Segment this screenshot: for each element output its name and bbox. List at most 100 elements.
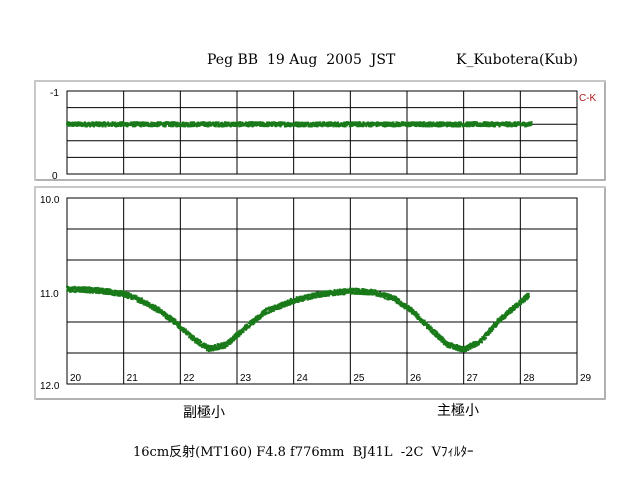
light-curve-data-point (526, 292, 529, 296)
light-curve-data-point (151, 307, 154, 310)
light-curve-data-point (158, 307, 161, 310)
light-curve-data-point (301, 299, 305, 302)
comparison-data-point (371, 121, 374, 124)
comparison-data-point (253, 122, 256, 125)
y-tick-label: 11.0 (40, 289, 59, 300)
light-curve-data-point (476, 341, 479, 344)
light-curve-data-point (261, 310, 264, 313)
comparison-data-point (473, 124, 476, 127)
comparison-data-point (439, 121, 442, 124)
comparison-data-point (236, 124, 239, 127)
comparison-data-point (335, 124, 339, 127)
comparison-data-point (95, 121, 98, 124)
light-curve-data-point (262, 311, 266, 314)
comparison-data-point (154, 124, 158, 127)
comparison-data-point (443, 124, 446, 127)
light-curve-data-point (67, 288, 70, 292)
light-curve-data-point (103, 288, 106, 291)
light-curve-data-point (417, 313, 420, 316)
comparison-data-point (509, 122, 512, 125)
y-tick-label: 12.0 (40, 381, 60, 392)
light-curve-data-point (336, 288, 339, 292)
comparison-data-point (239, 122, 242, 125)
comparison-data-point (437, 123, 440, 126)
comparison-data-point (448, 124, 451, 127)
comparison-data-point (316, 125, 319, 128)
light-curve-data-point (361, 290, 364, 293)
comparison-data-point (110, 124, 114, 127)
comparison-data-point (444, 122, 447, 125)
light-curve-data-point (464, 349, 468, 352)
comparison-data-point (277, 124, 280, 127)
light-curve-data-point (327, 294, 330, 297)
comparison-data-point (147, 122, 150, 125)
comparison-data-point (268, 122, 271, 125)
comparison-data-point (307, 123, 311, 126)
comparison-data-point (449, 122, 453, 125)
comparison-data-point (445, 125, 449, 128)
comparison-data-point (417, 122, 420, 125)
light-curve-data-point (87, 287, 90, 290)
comparison-data-point (258, 124, 262, 127)
light-curve-data-point (321, 294, 325, 297)
light-curve-data-point (286, 299, 289, 302)
light-curve-data-point (170, 318, 173, 321)
light-curve-data-point (255, 315, 258, 318)
comparison-data-point (306, 121, 310, 124)
light-curve-data-point (207, 349, 211, 353)
light-curve-data-point (423, 319, 426, 322)
comparison-data-point (227, 121, 230, 124)
x-tick-label: 24 (297, 373, 309, 384)
light-curve-data-point (107, 292, 110, 295)
comparison-data-point (530, 121, 533, 124)
light-curve-data-point (224, 346, 227, 349)
light-curve-data-point (383, 297, 386, 300)
light-curve-data-point (509, 311, 512, 315)
light-curve-data-point (405, 304, 408, 307)
light-curve-data-point (234, 337, 237, 340)
comparison-data-point (229, 125, 232, 128)
light-curve-data-point (288, 301, 291, 304)
comparison-data-point (81, 124, 84, 128)
light-curve-data-point (443, 342, 446, 345)
light-curve-data-point (184, 328, 187, 331)
comparison-data-point (83, 121, 86, 124)
light-curve-data-point (261, 315, 264, 318)
comparison-data-point (220, 123, 223, 126)
light-curve-data-point (293, 301, 296, 304)
light-curve-data-point (157, 311, 160, 314)
comparison-series-points (66, 121, 533, 128)
light-curve-data-point (421, 319, 424, 322)
comparison-data-point (142, 121, 145, 124)
light-curve-data-point (499, 316, 503, 320)
comparison-data-point (316, 121, 320, 124)
comparison-data-point (352, 121, 355, 124)
light-curve-data-point (447, 342, 450, 345)
comparison-data-point (530, 123, 533, 126)
comparison-data-point (432, 121, 435, 124)
comparison-data-point (144, 123, 147, 127)
light-curve-data-point (91, 291, 94, 294)
light-curve-data-point (252, 320, 255, 323)
comparison-data-point (159, 121, 162, 124)
comparison-data-point (482, 122, 485, 125)
comparison-data-point (125, 122, 129, 125)
comparison-data-point (483, 124, 486, 127)
light-curve-data-point (430, 327, 433, 330)
comparison-data-point (505, 124, 508, 127)
light-curve-data-point (254, 320, 258, 323)
comparison-data-point (384, 125, 387, 128)
comparison-data-point (394, 124, 398, 127)
comparison-y-tick-bottom: 0 (52, 171, 58, 182)
light-curve-data-point (446, 345, 449, 348)
light-curve-data-point (456, 344, 459, 347)
light-curve-data-point (489, 331, 492, 334)
light-curve-data-point (123, 295, 126, 298)
light-curve-data-point (393, 295, 396, 298)
light-curve-data-point (303, 298, 306, 301)
light-curve-data-point (322, 291, 325, 294)
light-curve-data-point (174, 318, 177, 322)
comparison-data-point (205, 121, 208, 124)
comparison-data-point (418, 121, 422, 124)
light-curve-data-point (525, 298, 528, 301)
